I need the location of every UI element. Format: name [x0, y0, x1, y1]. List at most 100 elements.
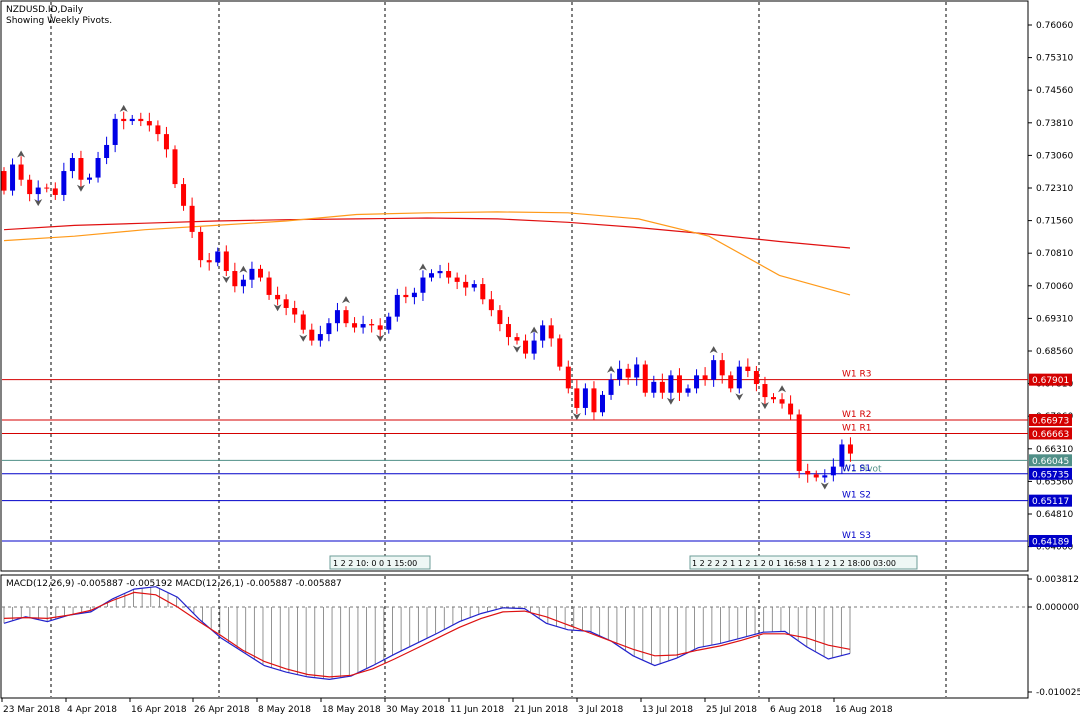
- price-tag-0: 0.67901: [1032, 376, 1069, 386]
- candle-body-68: [582, 388, 588, 408]
- fractal-arrows: [17, 104, 829, 490]
- candle-body-64: [548, 325, 554, 339]
- candle-body-10: [87, 177, 92, 180]
- candle-body-66: [565, 366, 571, 389]
- candle-body-92: [788, 403, 794, 415]
- candle-body-80: [685, 388, 691, 393]
- candle-body-90: [771, 397, 776, 400]
- candle-body-35: [300, 314, 306, 330]
- macd-pane: 0.003812 0.000000 -0.010025: [2, 575, 1080, 698]
- macd-tick-label-0: 0.003812: [1036, 575, 1079, 585]
- fractal-up-arrow-0: [17, 150, 26, 158]
- candle-body-77: [659, 381, 665, 393]
- time-axis: 23 Mar 2018 4 Apr 2018 16 Apr 2018 26 Apr 2…: [1, 698, 893, 715]
- candle-body-8: [69, 158, 75, 172]
- candle-body-82: [702, 375, 708, 380]
- y-tick-label-10: 0.68560: [1036, 347, 1073, 357]
- price-tag-bg-3: [1029, 454, 1072, 467]
- pivot-label-6: W1 S3: [842, 531, 871, 541]
- candle-body-5: [44, 187, 50, 189]
- candle-body-94: [805, 470, 811, 475]
- candle-body-43: [369, 324, 375, 326]
- candle-body-61: [523, 340, 529, 354]
- candle-body-62: [531, 340, 537, 354]
- price-tag-bg-0: [1029, 373, 1072, 386]
- macd-tick-label-1: 0.000000: [1036, 603, 1079, 613]
- candle-body-56: [480, 284, 486, 300]
- pivot-label-0: W1 R3: [842, 370, 871, 380]
- x-tick-label-3: 26 Apr 2018: [194, 705, 250, 715]
- candle-body-96: [822, 475, 828, 478]
- candle-body-14: [121, 118, 127, 122]
- macd-line: [3, 586, 851, 681]
- candle-body-95: [813, 474, 819, 478]
- candle-body-16: [138, 118, 144, 122]
- candle-body-25: [215, 251, 221, 263]
- price-tags: 0.67901 0.66973 0.66663 0.66045 0.65735 0.651…: [1029, 373, 1072, 547]
- y-tick-label-5: 0.72310: [1036, 184, 1073, 194]
- ma-fast-line: [3, 211, 851, 296]
- candle-body-11: [95, 158, 101, 178]
- macd-pane-frame: [0, 574, 1029, 699]
- fractal-down-arrow-8: [666, 397, 675, 405]
- candle-body-59: [505, 324, 511, 338]
- candle-body-53: [454, 277, 460, 282]
- y-tick-label-13: 0.66310: [1036, 445, 1073, 455]
- candle-body-15: [129, 118, 135, 122]
- fractal-up-arrow-2: [239, 265, 248, 273]
- candle-body-2: [18, 164, 24, 180]
- fractal-up-arrow-5: [530, 326, 539, 334]
- candle-body-7: [61, 171, 67, 195]
- symbol-label: NZDUSD.ID,Daily: [6, 5, 84, 15]
- candle-body-36: [309, 329, 315, 341]
- y-tick-label-7: 0.70810: [1036, 249, 1073, 259]
- x-tick-label-1: 4 Apr 2018: [67, 705, 117, 715]
- candle-body-79: [676, 375, 682, 393]
- candle-body-42: [360, 324, 366, 328]
- candle-body-32: [275, 294, 281, 300]
- candle-body-30: [258, 268, 263, 278]
- candle-body-17: [146, 121, 152, 126]
- x-tick-label-0: 23 Mar 2018: [3, 705, 60, 715]
- session-box-1-text: 1 2 2 10: 0 0 1 15:00: [333, 559, 417, 568]
- candle-body-45: [386, 316, 392, 330]
- x-tick-label-13: 16 Aug 2018: [835, 705, 893, 715]
- candle-body-9: [78, 158, 84, 180]
- y-tick-label-14: 0.65560: [1036, 477, 1073, 487]
- fractal-down-arrow-9: [735, 393, 744, 401]
- price-tag-bg-2: [1029, 427, 1072, 440]
- candle-body-19: [163, 134, 169, 150]
- y-tick-label-16: 0.64060: [1036, 543, 1073, 553]
- candle-body-0: [1, 171, 7, 191]
- vertical-grid: [50, 2, 947, 697]
- price-pane-frame: [0, 0, 1029, 572]
- macd-signal-line: [3, 591, 851, 678]
- candle-body-54: [463, 281, 469, 288]
- candle-body-72: [617, 368, 623, 380]
- fractal-down-arrow-2: [222, 276, 231, 284]
- candle-body-88: [753, 370, 759, 385]
- price-tag-bg-6: [1029, 534, 1072, 547]
- x-tick-label-12: 6 Aug 2018: [770, 705, 822, 715]
- y-tick-label-15: 0.64810: [1036, 510, 1073, 520]
- candle-body-39: [334, 310, 340, 324]
- candle-body-29: [249, 268, 255, 280]
- price-tag-5: 0.65117: [1032, 497, 1069, 507]
- candle-body-91: [779, 399, 785, 404]
- session-box-2-text: 1 2 2 2 2 1 1 2 1 2 0 1 16:58 1 1 2 1 2 …: [692, 559, 896, 568]
- candle-body-86: [736, 366, 742, 389]
- y-tick-label-3: 0.73810: [1036, 119, 1073, 129]
- candle-body-97: [830, 466, 836, 476]
- y-tick-label-4: 0.73060: [1036, 151, 1073, 161]
- candle-body-60: [514, 337, 520, 341]
- price-tag-3: 0.66045: [1032, 457, 1069, 467]
- candle-body-12: [104, 144, 110, 159]
- candle-body-21: [181, 184, 187, 206]
- y-tick-label-8: 0.70060: [1036, 282, 1073, 292]
- pivot-label-1: W1 R2: [842, 410, 871, 420]
- session-box-2: 1 2 2 2 2 1 1 2 1 2 0 1 16:58 1 1 2 1 2 …: [689, 555, 918, 570]
- candle-body-47: [403, 294, 409, 298]
- fractal-down-arrow-11: [820, 482, 829, 490]
- x-tick-label-2: 16 Apr 2018: [131, 705, 187, 715]
- pivot-label-3: W1 Pivot: [842, 464, 882, 474]
